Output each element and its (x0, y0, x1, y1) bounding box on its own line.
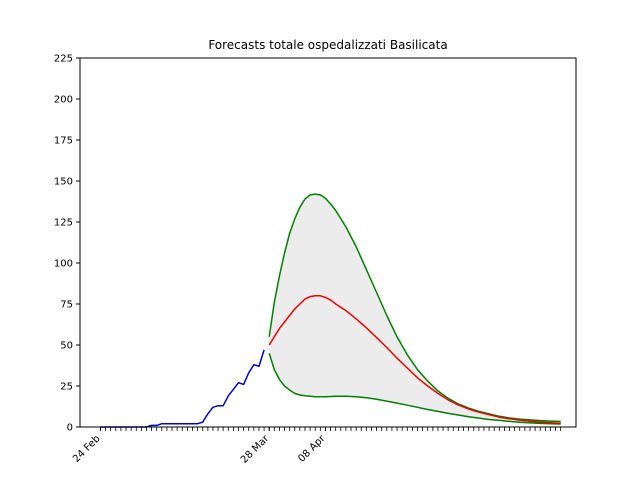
y-tick-label: 0 (67, 423, 73, 434)
x-axis: 24 Feb 28 Mar 08 Apr (71, 427, 562, 466)
forecast-line (268, 295, 561, 424)
y-tick-label: 50 (60, 341, 73, 352)
y-axis: 0 25 50 75 100 125 150 175 200 225 (54, 54, 80, 434)
y-tick-label: 75 (60, 300, 73, 311)
confidence-band (269, 194, 561, 424)
y-tick-label: 200 (54, 95, 73, 106)
plot-frame (79, 57, 577, 428)
confidence-band-layer (269, 194, 561, 424)
y-tick-label: 150 (54, 177, 73, 188)
upper-bound-line (268, 193, 561, 423)
x-tick-label: 28 Mar (239, 433, 272, 466)
y-tick-label: 100 (54, 259, 73, 270)
x-tick-label: 24 Feb (71, 433, 103, 465)
y-tick-label: 175 (54, 136, 73, 147)
y-tick-label: 125 (54, 218, 73, 229)
y-tick-label: 25 (60, 382, 73, 393)
y-tick-label: 225 (54, 54, 73, 65)
x-tick-label: 08 Apr (296, 433, 328, 465)
chart-title: Forecasts totale ospedalizzati Basilicat… (208, 38, 447, 52)
lower-bound-line (268, 352, 561, 425)
